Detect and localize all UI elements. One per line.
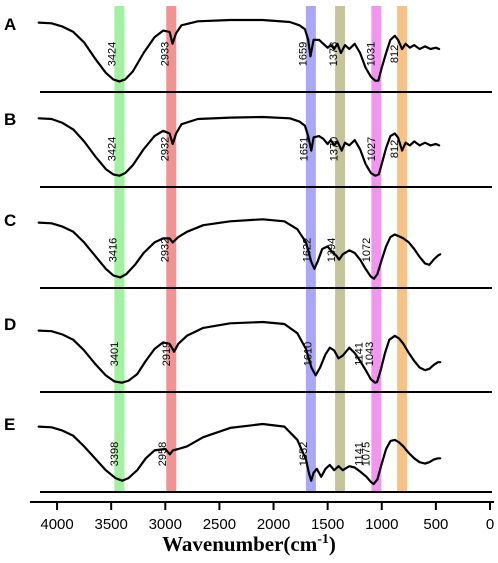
peak-label: 812 <box>389 45 401 63</box>
peak-label: 3424 <box>106 137 118 161</box>
x-axis-title-close: ) <box>329 532 336 556</box>
peak-label: 3398 <box>109 442 121 466</box>
spectrum-line <box>37 218 442 280</box>
peak-label: 2932 <box>160 137 172 161</box>
peak-label: 3416 <box>107 238 119 262</box>
peak-label: 1378 <box>328 42 340 66</box>
panel-b: B 3424 2932 1651 1370 1027 812 <box>4 110 492 188</box>
peak-label: 812 <box>389 140 401 158</box>
highlight-band-1655 <box>305 6 316 493</box>
peak-label: 1651 <box>298 137 310 161</box>
panel-a: A 3424 2933 1659 1378 1031 812 <box>4 15 492 93</box>
spectra-panels: A 3424 2933 1659 1378 1031 812 B 3424 2932 1651 137… <box>4 15 492 493</box>
peak-label: 1031 <box>365 42 377 66</box>
panel-c: C 3416 2932 1622 1394 1072 <box>4 211 492 289</box>
x-tick-label: 0 <box>486 516 494 533</box>
x-tick-label: 500 <box>423 516 448 533</box>
x-axis-title-superscript: -1 <box>317 532 329 547</box>
x-tick-label: 1500 <box>311 516 344 533</box>
panel-label: D <box>4 315 16 334</box>
x-tick-label: 2000 <box>257 516 290 533</box>
spectrum-line <box>37 422 442 486</box>
peak-label: 1072 <box>361 238 373 262</box>
x-axis-title-main: Wavenumber(cm <box>162 532 318 556</box>
x-tick-label: 3500 <box>94 516 127 533</box>
peak-label: 2958 <box>157 442 169 466</box>
peak-label: 1075 <box>361 442 373 466</box>
spectrum-line <box>37 18 441 83</box>
panel-label: E <box>4 415 15 434</box>
peak-label: 1394 <box>326 238 338 262</box>
peak-label: 3401 <box>109 342 121 366</box>
highlight-bands <box>114 6 408 493</box>
peak-label: 2919 <box>161 342 173 366</box>
peak-label: 1622 <box>301 238 313 262</box>
x-tick-label: 2500 <box>203 516 236 533</box>
peak-label: 1652 <box>298 442 310 466</box>
highlight-band-812 <box>397 6 408 493</box>
peak-label: 1027 <box>366 137 378 161</box>
peak-label: 3424 <box>106 42 118 66</box>
x-tick-label: 1000 <box>365 516 398 533</box>
x-tick-label: 3000 <box>149 516 182 533</box>
highlight-band-1385 <box>335 6 346 493</box>
peak-label: 1141 <box>354 342 366 366</box>
highlight-band-1050 <box>371 6 382 493</box>
peak-label: 1370 <box>329 137 341 161</box>
x-tick-label: 4000 <box>40 516 73 533</box>
peak-label: 1141 <box>354 442 366 466</box>
spectrum-line <box>37 115 441 177</box>
peak-label: 2932 <box>160 238 172 262</box>
peak-label: 1043 <box>364 342 376 366</box>
panel-label: C <box>4 211 16 230</box>
x-axis: 4000 3500 3000 2500 2000 1500 1000 500 0 <box>30 501 494 533</box>
peak-label: 1659 <box>297 42 309 66</box>
highlight-band-3424 <box>114 6 125 493</box>
x-axis-title: Wavenumber(cm-1) <box>162 532 336 556</box>
spectrum-line <box>37 320 442 384</box>
panel-label: A <box>4 15 16 34</box>
panel-label: B <box>4 110 16 129</box>
highlight-band-2945 <box>166 6 177 493</box>
peak-label: 2933 <box>160 42 172 66</box>
peak-label: 1610 <box>303 342 315 366</box>
